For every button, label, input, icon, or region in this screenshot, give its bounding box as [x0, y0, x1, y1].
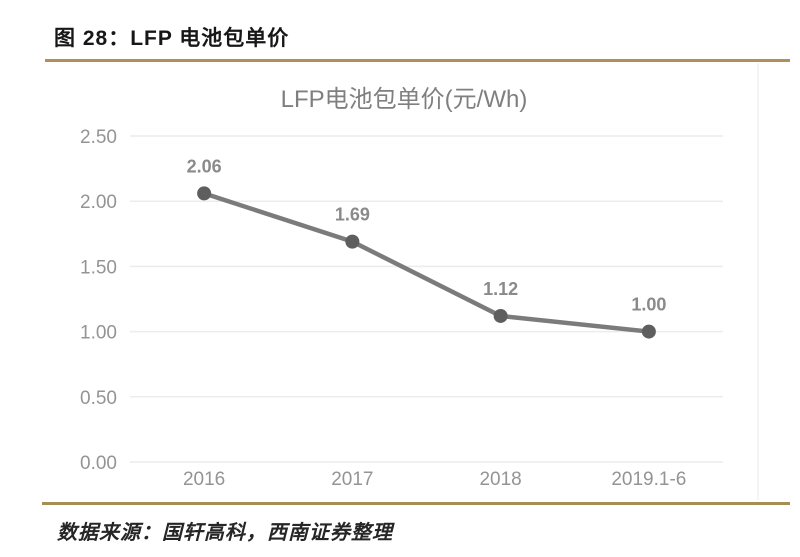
data-label: 1.69 — [335, 205, 370, 225]
data-point — [197, 186, 212, 201]
y-tick-label: 1.50 — [80, 257, 117, 278]
data-label: 1.00 — [631, 295, 666, 315]
data-label: 2.06 — [187, 156, 222, 176]
data-point — [345, 234, 360, 249]
y-tick-label: 2.00 — [80, 192, 117, 213]
data-point — [641, 324, 656, 339]
x-tick-label: 2019.1-6 — [611, 469, 686, 490]
y-tick-label: 0.50 — [80, 388, 117, 409]
y-tick-label: 0.00 — [80, 453, 117, 474]
bottom-divider — [42, 502, 790, 505]
y-tick-label: 2.50 — [80, 127, 117, 148]
chart-title: LFP电池包单价(元/Wh) — [281, 86, 528, 113]
figure-caption: 图 28：LFP 电池包单价 — [54, 27, 290, 50]
x-tick-label: 2018 — [479, 469, 521, 490]
y-tick-label: 1.00 — [80, 323, 117, 344]
data-point — [493, 308, 508, 323]
top-divider — [45, 59, 790, 62]
series-line — [201, 191, 652, 334]
x-tick-label: 2016 — [183, 469, 225, 490]
x-tick-label: 2017 — [331, 469, 373, 490]
source-note: 数据来源：国轩高科，西南证券整理 — [57, 522, 393, 544]
data-label: 1.12 — [483, 279, 518, 299]
